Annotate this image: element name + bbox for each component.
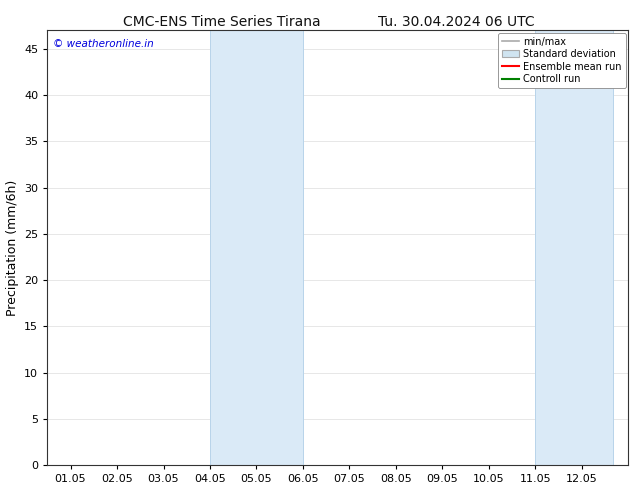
Bar [210, 30, 303, 466]
Legend: min/max, Standard deviation, Ensemble mean run, Controll run: min/max, Standard deviation, Ensemble me… [498, 33, 626, 88]
Text: Tu. 30.04.2024 06 UTC: Tu. 30.04.2024 06 UTC [378, 15, 535, 29]
Y-axis label: Precipitation (mm/6h): Precipitation (mm/6h) [6, 180, 18, 316]
Text: CMC-ENS Time Series Tirana: CMC-ENS Time Series Tirana [123, 15, 321, 29]
Bar [536, 30, 613, 466]
Text: © weatheronline.in: © weatheronline.in [53, 39, 154, 49]
